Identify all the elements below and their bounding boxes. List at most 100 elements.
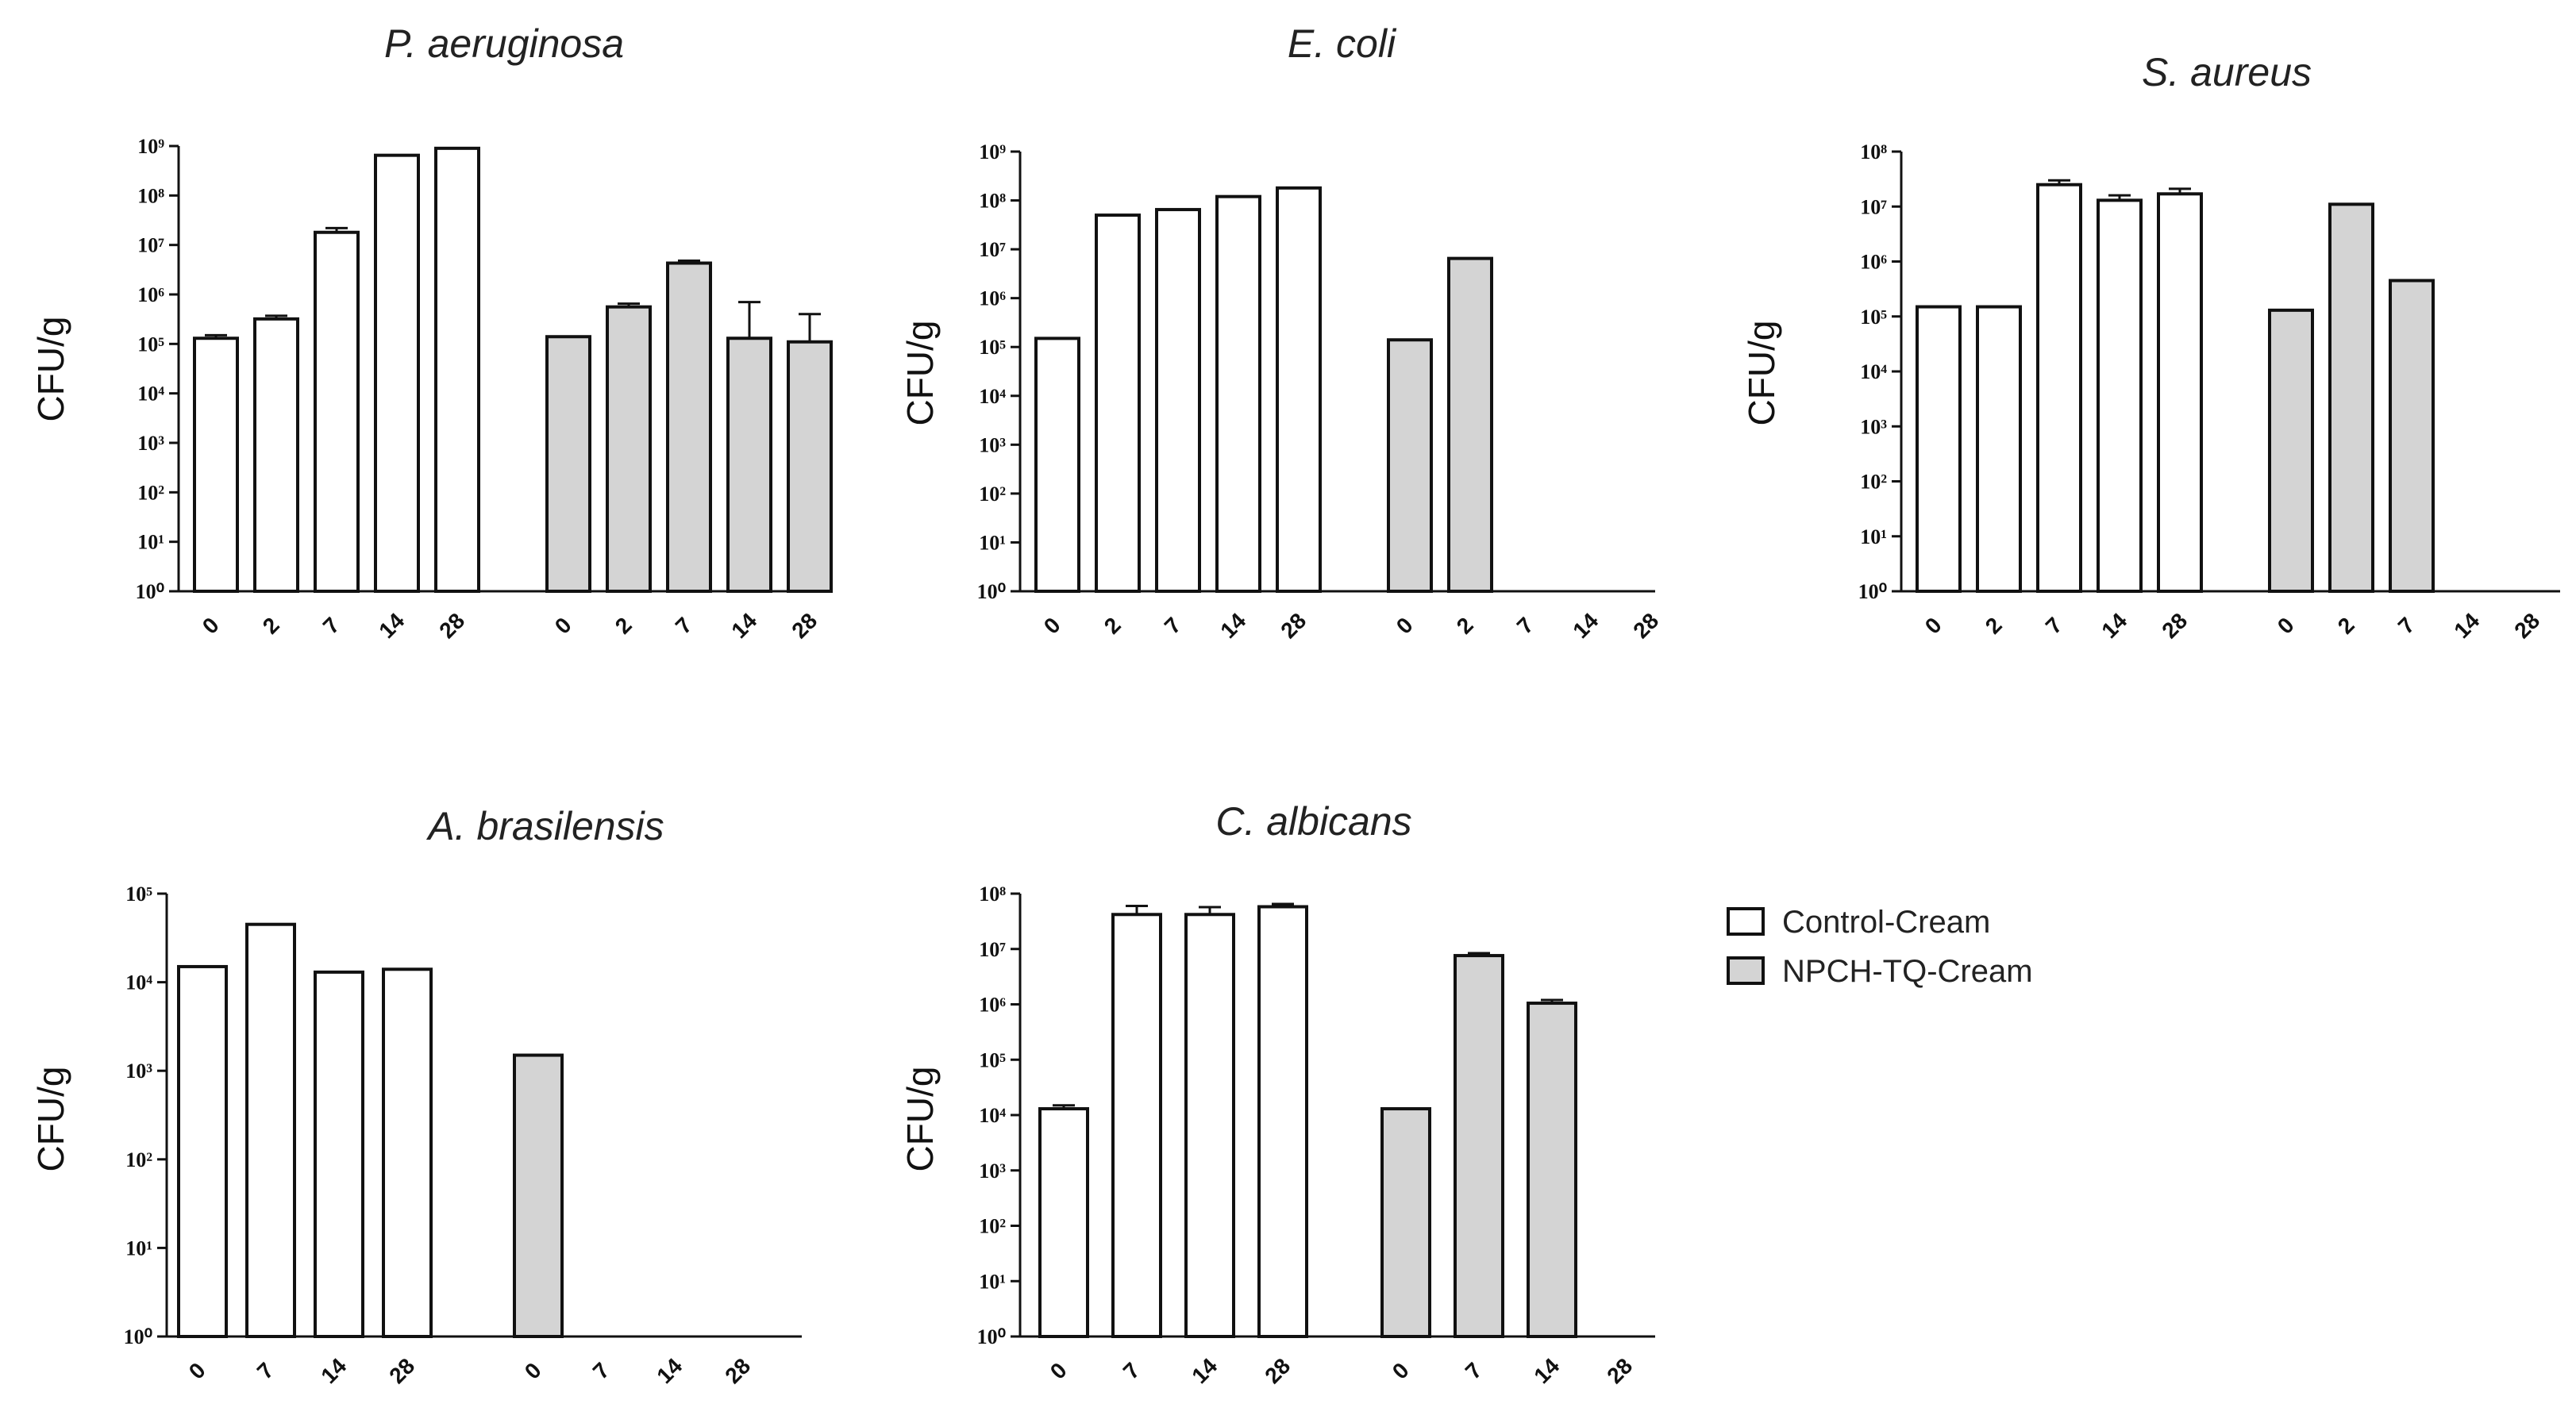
x-tick-label: 28 bbox=[720, 1353, 755, 1388]
y-axis-label: CFU/g bbox=[30, 1067, 71, 1172]
bar-npch-tq-cream-day-7 bbox=[2389, 279, 2435, 593]
x-tick-label: 14 bbox=[2097, 608, 2131, 643]
y-axis-label: CFU/g bbox=[899, 321, 941, 426]
y-tick-label: 10⁰ bbox=[124, 1325, 152, 1348]
legend-label-1: Control-Cream bbox=[1782, 905, 1990, 940]
bar-control-cream-day-28 bbox=[1257, 905, 1308, 1338]
y-tick-label: 10⁵ bbox=[979, 1048, 1006, 1071]
chart-panel-2: E. coli CFU/g 10⁰ 10¹ 10² 10³ 10⁴ 10⁵ 10⁶ 10⁷ 10⁸ 1… bbox=[899, 21, 1663, 643]
x-tick-label: 14 bbox=[1568, 608, 1603, 643]
x-tick-label: 14 bbox=[1529, 1353, 1564, 1388]
x-tick-label: 28 bbox=[2157, 608, 2192, 643]
x-tick-label: 2 bbox=[1981, 613, 2007, 639]
chart-panel-1: P. aeruginosa CFU/g 10⁰ 10¹ 10² 10³ 10⁴ 10⁵ 10⁶ 1… bbox=[30, 21, 833, 643]
y-tick-label: 10⁵ bbox=[137, 333, 164, 356]
bar-control-cream-day-7 bbox=[245, 922, 296, 1339]
x-tick-label: 7 bbox=[1160, 613, 1186, 639]
bar-control-cream-day-14 bbox=[2097, 198, 2143, 593]
bar-control-cream-day-0 bbox=[177, 964, 228, 1339]
chart-title: C. albicans bbox=[1215, 799, 1411, 844]
y-axis-label: CFU/g bbox=[899, 1067, 941, 1172]
x-tick-label: 28 bbox=[2509, 608, 2544, 643]
x-tick-label: 7 bbox=[588, 1358, 614, 1384]
y-tick-label: 10³ bbox=[125, 1060, 152, 1083]
y-tick-label: 10⁵ bbox=[125, 883, 152, 906]
y-tick-label: 10⁰ bbox=[1858, 580, 1887, 603]
y-tick-label: 10⁴ bbox=[1860, 360, 1887, 383]
bar-control-cream-day-7 bbox=[314, 230, 360, 593]
chart-panel-3: S. aureus CFU/g 10⁰ 10¹ 10² 10³ 10⁴ 10⁵ 10⁶ 10⁷ 10… bbox=[1741, 50, 2560, 643]
bar-control-cream-day-2 bbox=[1976, 305, 2022, 593]
y-tick-label: 10⁴ bbox=[125, 971, 152, 994]
y-tick-label: 10¹ bbox=[979, 531, 1006, 554]
bar-control-cream-day-14 bbox=[1184, 913, 1235, 1338]
x-tick-label: 14 bbox=[726, 608, 761, 643]
x-tick-label: 14 bbox=[652, 1353, 687, 1388]
y-tick-label: 10³ bbox=[1860, 415, 1887, 438]
y-tick-label: 10² bbox=[979, 483, 1006, 506]
chart-title: S. aureus bbox=[2142, 50, 2312, 94]
bar-npch-tq-cream-day-0 bbox=[1380, 1107, 1431, 1339]
bar-npch-tq-cream-day-7 bbox=[666, 261, 712, 593]
y-tick-label: 10² bbox=[137, 481, 164, 504]
y-tick-label: 10⁴ bbox=[137, 383, 164, 406]
y-tick-label: 10¹ bbox=[137, 531, 164, 554]
legend-swatch-2 bbox=[1727, 956, 1765, 985]
bar-control-cream-day-28 bbox=[434, 146, 480, 593]
y-tick-label: 10⁹ bbox=[137, 135, 164, 158]
bar-npch-tq-cream-day-28 bbox=[787, 340, 833, 593]
bar-control-cream-day-14 bbox=[1215, 194, 1261, 593]
bar-control-cream-day-2 bbox=[1095, 213, 1141, 593]
x-tick-label: 7 bbox=[318, 613, 345, 639]
y-tick-label: 10⁸ bbox=[979, 883, 1006, 906]
x-tick-label: 7 bbox=[2041, 613, 2067, 639]
bar-npch-tq-cream-day-0 bbox=[1387, 338, 1433, 593]
y-tick-label: 10⁶ bbox=[1860, 251, 1887, 274]
bar-control-cream-day-0 bbox=[1916, 305, 1962, 593]
bar-npch-tq-cream-day-14 bbox=[1527, 1002, 1577, 1339]
y-tick-label: 10⁶ bbox=[137, 283, 164, 306]
x-tick-label: 2 bbox=[258, 613, 284, 639]
x-tick-label: 28 bbox=[1628, 608, 1663, 643]
x-tick-label: 0 bbox=[2273, 613, 2299, 639]
bar-control-cream-day-14 bbox=[374, 153, 420, 593]
y-tick-label: 10⁶ bbox=[979, 287, 1006, 310]
bar-npch-tq-cream-day-0 bbox=[545, 335, 591, 593]
chart-title: P. aeruginosa bbox=[384, 21, 624, 66]
y-tick-label: 10³ bbox=[979, 1160, 1006, 1183]
y-tick-label: 10⁷ bbox=[979, 938, 1006, 961]
x-tick-label: 2 bbox=[2333, 613, 2359, 639]
x-tick-label: 28 bbox=[1276, 608, 1311, 643]
x-tick-label: 2 bbox=[610, 613, 637, 639]
x-tick-label: 14 bbox=[374, 608, 409, 643]
y-tick-label: 10⁷ bbox=[137, 234, 164, 257]
y-tick-label: 10⁸ bbox=[979, 190, 1006, 213]
bar-control-cream-day-7 bbox=[1155, 208, 1201, 593]
x-tick-label: 14 bbox=[1187, 1353, 1222, 1388]
chart-panel-4: A. brasilensis CFU/g 10⁰ 10¹ 10² 10³ 10⁴ 10⁵ 0 7 1… bbox=[30, 804, 802, 1388]
y-tick-label: 10³ bbox=[979, 433, 1006, 456]
legend-label-2: NPCH-TQ-Cream bbox=[1782, 954, 2033, 989]
x-tick-label: 7 bbox=[252, 1358, 279, 1384]
legend: Control-Cream NPCH-TQ-Cream bbox=[1727, 905, 2033, 989]
x-tick-label: 7 bbox=[671, 613, 697, 639]
bar-control-cream-day-28 bbox=[382, 967, 433, 1338]
chart-panel-5: C. albicans CFU/g 10⁰ 10¹ 10² 10³ 10⁴ 10⁵ 10⁶ 10⁷… bbox=[899, 799, 1655, 1388]
y-tick-label: 10⁰ bbox=[977, 580, 1006, 603]
x-tick-label: 28 bbox=[384, 1353, 419, 1388]
x-tick-label: 0 bbox=[184, 1358, 210, 1384]
y-tick-label: 10⁵ bbox=[1860, 306, 1887, 329]
bar-control-cream-day-14 bbox=[314, 970, 364, 1338]
x-tick-label: 28 bbox=[1602, 1353, 1637, 1388]
chart-title: E. coli bbox=[1288, 21, 1397, 66]
y-tick-label: 10¹ bbox=[979, 1270, 1006, 1293]
bar-control-cream-day-0 bbox=[1034, 337, 1080, 593]
y-axis-label: CFU/g bbox=[30, 317, 71, 422]
bar-control-cream-day-0 bbox=[193, 337, 239, 593]
bar-control-cream-day-28 bbox=[1276, 186, 1322, 594]
y-tick-label: 10⁸ bbox=[137, 184, 164, 207]
x-tick-label: 28 bbox=[1260, 1353, 1295, 1388]
x-tick-label: 0 bbox=[198, 613, 224, 639]
y-tick-label: 10² bbox=[125, 1148, 152, 1171]
y-tick-label: 10⁰ bbox=[136, 580, 164, 603]
